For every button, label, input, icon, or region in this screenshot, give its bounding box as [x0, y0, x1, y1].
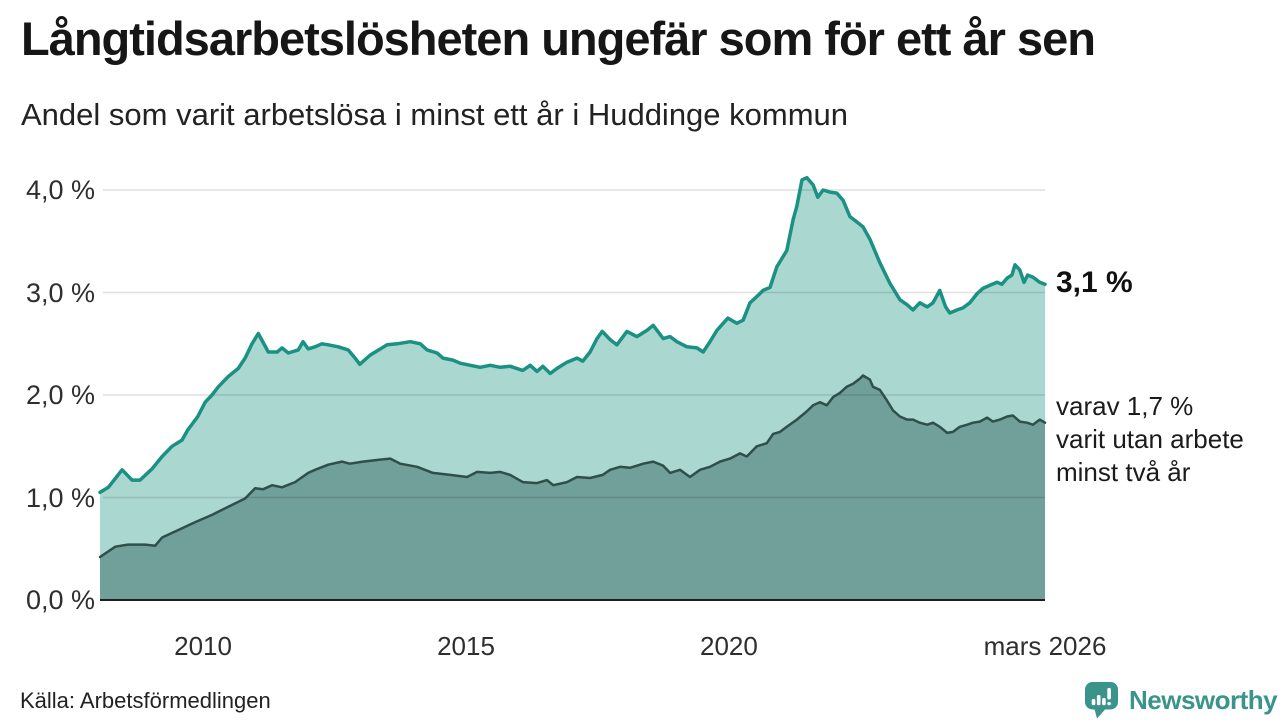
- x-tick-label: mars 2026: [983, 631, 1107, 661]
- x-tick-label: 2010: [174, 631, 232, 661]
- gridlines: [103, 189, 1045, 499]
- brand-name: Newsworthy: [1129, 684, 1278, 715]
- secondary-series-label: varav 1,7 % varit utan arbete minst två …: [1056, 391, 1244, 487]
- y-tick-label: 0,0 %: [25, 585, 95, 615]
- line-unemployed-two-years: [98, 374, 1047, 559]
- page-title: Långtidsarbetslösheten ungefär som för e…: [21, 12, 1096, 65]
- latest-value-label: 3,1 %: [1056, 266, 1133, 299]
- x-tick-label: 2020: [700, 631, 758, 661]
- line-unemployed-one-year: [98, 175, 1047, 495]
- area-unemployed-two-years: [100, 375, 1045, 600]
- y-tick-label: 3,0 %: [25, 277, 95, 308]
- y-tick-label: 2,0 %: [25, 380, 95, 410]
- y-tick-label: 1,0 %: [25, 482, 95, 513]
- newsworthy-icon: [1085, 682, 1118, 719]
- page-subtitle: Andel som varit arbetslösa i minst ett å…: [21, 97, 849, 132]
- source-note: Källa: Arbetsförmedlingen: [20, 688, 271, 713]
- x-tick-label: 2015: [437, 631, 495, 661]
- y-tick-label: 4,0 %: [25, 175, 95, 205]
- brand-logo: Newsworthy: [1083, 681, 1278, 719]
